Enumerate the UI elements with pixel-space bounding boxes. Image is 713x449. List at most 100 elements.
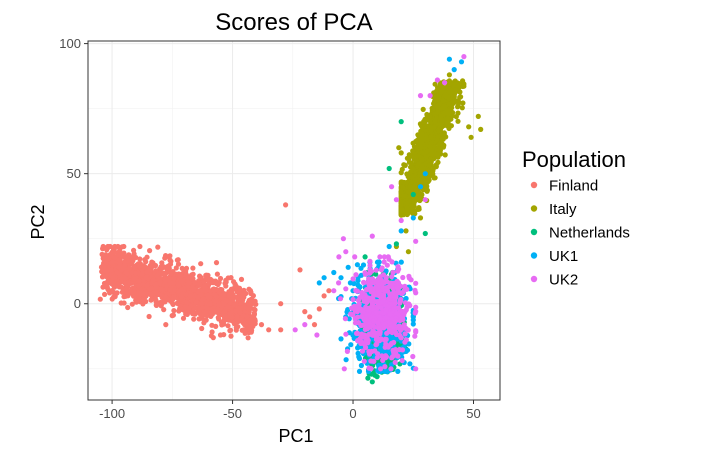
data-point (240, 291, 247, 297)
data-point (144, 269, 150, 275)
data-point (121, 294, 127, 300)
data-point (228, 290, 234, 296)
data-point (207, 301, 213, 307)
data-point (316, 280, 322, 286)
data-point (278, 327, 284, 333)
data-point (311, 322, 318, 328)
data-point (407, 361, 413, 367)
data-point (171, 287, 177, 293)
data-point (199, 296, 205, 303)
data-point (251, 299, 257, 305)
data-point (251, 310, 257, 316)
data-point (441, 110, 447, 116)
data-point (127, 280, 133, 286)
data-point (166, 277, 172, 283)
data-point (364, 326, 370, 332)
data-point (213, 260, 220, 266)
data-point (427, 113, 433, 119)
data-point (377, 274, 383, 280)
data-point (173, 265, 179, 271)
data-point (433, 94, 439, 100)
data-point (168, 271, 174, 277)
data-point (221, 291, 227, 298)
data-point (455, 110, 461, 116)
data-point (183, 265, 190, 271)
data-point (233, 283, 239, 289)
data-point (171, 308, 177, 314)
data-point (362, 270, 368, 276)
data-point (368, 366, 374, 372)
data-point (178, 278, 185, 285)
data-point (112, 244, 118, 250)
data-point (231, 279, 237, 285)
data-point (433, 164, 439, 170)
data-point (210, 335, 216, 341)
data-point (367, 258, 373, 264)
data-point (104, 247, 110, 253)
data-point (120, 266, 126, 272)
data-point (140, 301, 146, 307)
data-point (406, 189, 412, 195)
data-point (175, 257, 181, 263)
data-point (150, 277, 156, 283)
data-point (436, 128, 442, 134)
data-point (348, 342, 354, 348)
data-point (144, 282, 150, 288)
data-point (170, 280, 176, 286)
data-point (205, 292, 211, 299)
data-point (213, 287, 219, 293)
data-point (149, 263, 155, 269)
data-point (236, 305, 242, 312)
data-point (234, 316, 240, 322)
data-point (446, 56, 452, 62)
data-point (385, 288, 391, 294)
data-point (466, 124, 472, 130)
data-point (369, 379, 375, 385)
data-point (244, 314, 250, 320)
data-point (167, 287, 173, 293)
data-point (228, 275, 234, 281)
data-point (413, 308, 419, 314)
data-point (393, 352, 399, 358)
data-point (238, 317, 244, 323)
data-point (420, 177, 426, 183)
data-point (245, 301, 251, 307)
data-point (121, 250, 127, 256)
data-point (136, 290, 142, 296)
data-point (373, 342, 379, 348)
data-point (174, 300, 181, 306)
data-point (136, 283, 142, 289)
data-point (458, 59, 465, 65)
data-point (252, 319, 258, 326)
data-point (117, 260, 123, 266)
data-point (410, 321, 416, 327)
data-point (245, 305, 251, 311)
data-point (205, 276, 211, 283)
data-point (167, 257, 173, 263)
data-point (127, 265, 133, 271)
data-point (131, 288, 137, 295)
data-point (153, 290, 159, 296)
data-point (217, 275, 224, 282)
data-point (245, 335, 251, 341)
data-point (343, 331, 349, 337)
data-point (236, 289, 242, 295)
data-point (203, 272, 209, 278)
data-point (455, 104, 461, 110)
data-point (468, 134, 474, 140)
data-point (148, 292, 154, 298)
data-point (198, 292, 204, 298)
data-point (338, 275, 344, 281)
data-point (201, 283, 207, 289)
data-point (170, 296, 176, 302)
data-point (355, 345, 361, 351)
data-point (208, 313, 214, 319)
data-point (210, 280, 216, 286)
data-point (222, 309, 228, 315)
data-point (117, 247, 123, 253)
data-point (389, 274, 395, 280)
data-point (191, 287, 197, 293)
data-point (185, 274, 191, 280)
data-point (403, 228, 409, 234)
data-point (147, 248, 153, 254)
